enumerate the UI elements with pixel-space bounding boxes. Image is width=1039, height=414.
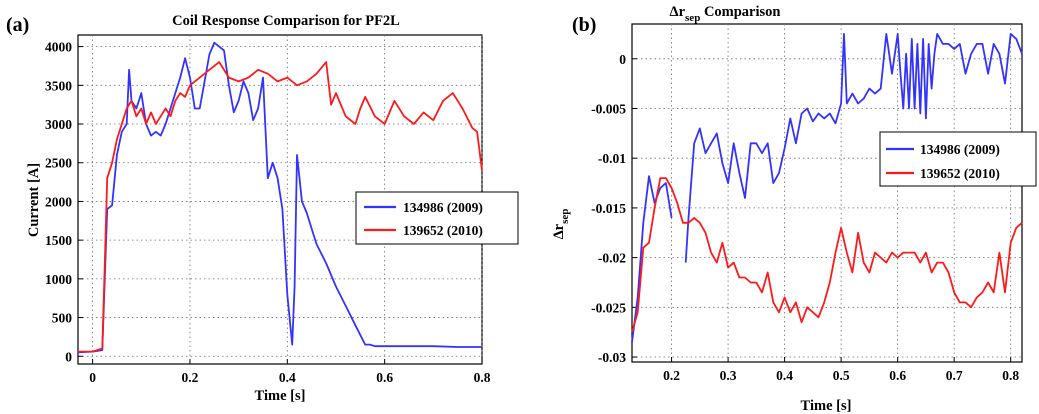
y-tick-label: 500	[52, 311, 73, 326]
y-tick-label: -0.02	[598, 251, 626, 266]
panel-b-lines	[631, 33, 1023, 343]
series-line-134986	[684, 33, 1023, 263]
y-tick-label: -0.005	[591, 102, 626, 117]
panel-b-title-main: Δr	[670, 4, 686, 20]
panel-b-title-sub: sep	[685, 12, 700, 24]
panel-b-plot-area	[631, 23, 1023, 363]
panel-b-y-axis-label: Δrsep	[551, 209, 571, 240]
y-tick-label: 2500	[45, 156, 72, 171]
y-tick-label: 2000	[45, 194, 72, 209]
y-tick-label: 3000	[45, 117, 72, 132]
y-tick-label: -0.025	[591, 300, 626, 315]
panel-a-x-ticks: 0 0.2 0.4 0.6 0.8	[89, 370, 490, 385]
panel-a-grid	[78, 35, 483, 364]
panel-a-legend-label-134986: 134986 (2009)	[403, 200, 483, 215]
panel-b-legend-label-139652: 139652 (2010)	[920, 166, 1000, 181]
panel-a-x-axis-label: Time [s]	[255, 388, 306, 404]
series-line-139652	[631, 177, 1023, 333]
y-tick-label: 1500	[45, 233, 72, 248]
x-tick-label: 0.4	[776, 368, 793, 383]
panel-b-chart: (b) Δrsep Comparison 0.2 0.3 0.4 0.5 0.6 0.7 0…	[551, 4, 1037, 414]
series-line-134986	[77, 41, 482, 354]
panel-b-y-axis-label-main: Δr	[551, 223, 567, 239]
y-tick-label: 0	[619, 52, 626, 67]
y-tick-label: 1000	[45, 272, 72, 287]
x-tick-label: 0.5	[833, 368, 850, 383]
panel-a-legend-label-139652: 139652 (2010)	[403, 223, 483, 238]
panel-b-legend: 134986 (2009) 139652 (2010)	[879, 131, 1037, 187]
x-tick-label: 0.6	[376, 370, 393, 385]
panel-a-title: Coil Response Comparison for PF2L	[172, 13, 400, 29]
y-tick-label: 0	[65, 349, 72, 364]
panel-a-lines	[77, 41, 483, 354]
y-tick-label: 3500	[45, 78, 72, 93]
panel-a-legend: 134986 (2009) 139652 (2010)	[355, 191, 519, 245]
x-tick-label: 0.2	[182, 370, 199, 385]
y-tick-label: -0.01	[598, 151, 626, 166]
series-line-139652	[78, 61, 483, 353]
x-tick-label: 0.8	[1002, 368, 1019, 383]
x-tick-label: 0.6	[889, 368, 906, 383]
panel-a-y-axis-label: Current [A]	[26, 163, 42, 237]
panel-a-legend-box	[355, 191, 519, 245]
panel-b-legend-box	[879, 131, 1037, 187]
panel-b-title-rest: Comparison	[700, 4, 780, 20]
y-tick-label: -0.03	[598, 350, 626, 365]
x-tick-label: 0.3	[720, 368, 737, 383]
x-tick-label: 0	[89, 370, 96, 385]
panel-b-y-ticks: 0 -0.005 -0.01 -0.015 -0.02 -0.025 -0.03	[591, 52, 626, 365]
panel-a-y-ticks: 0 500 1000 1500 2000 2500 3000 3500 4000	[45, 40, 72, 365]
x-tick-label: 0.8	[474, 370, 491, 385]
x-tick-label: 0.7	[946, 368, 963, 383]
y-tick-label: -0.015	[591, 201, 626, 216]
panel-b-legend-label-134986: 134986 (2009)	[920, 142, 1000, 157]
series-line-134986	[631, 175, 673, 343]
panel-b-title: Δrsep Comparison	[670, 4, 781, 24]
y-tick-label: 4000	[45, 40, 72, 55]
panel-b-x-axis-label: Time [s]	[801, 398, 852, 414]
panel-b-letter: (b)	[572, 14, 596, 36]
panel-b-x-ticks: 0.2 0.3 0.4 0.5 0.6 0.7 0.8	[663, 368, 1019, 383]
panel-a-letter: (a)	[6, 14, 29, 36]
x-tick-label: 0.4	[279, 370, 296, 385]
panel-b-y-axis-label-sub: sep	[559, 209, 571, 224]
x-tick-label: 0.2	[663, 368, 680, 383]
